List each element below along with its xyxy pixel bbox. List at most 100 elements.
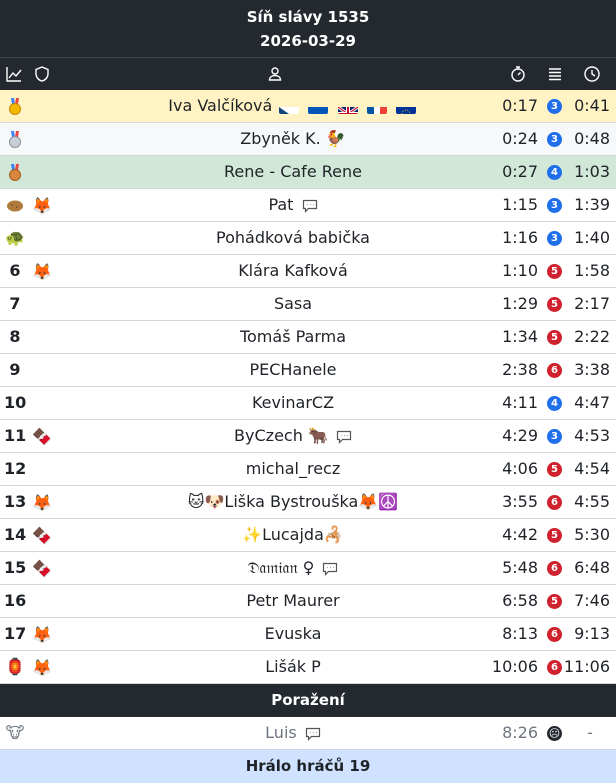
table-row[interactable]: 🏮 🦊 Lišák P 10:06 6 11:06 <box>0 651 616 684</box>
time-value: 1:16 <box>502 228 538 247</box>
chocolate-icon: 🍫 <box>32 526 52 545</box>
time-value: 4:11 <box>502 393 538 412</box>
player-name: ✨Lucajda🦂 <box>242 525 344 544</box>
total-time-value: 4:55 <box>574 492 610 511</box>
player-name: Petr Maurer <box>246 591 340 610</box>
total-time-value: 11:06 <box>563 657 610 676</box>
move-count-badge: 3 <box>547 231 562 246</box>
message-icon[interactable] <box>305 727 321 741</box>
table-row[interactable]: 🦊 Pat 1:15 3 1:39 <box>0 189 616 222</box>
move-count-badge: 3 <box>547 198 562 213</box>
list-icon[interactable] <box>546 65 564 83</box>
time-value: 4:42 <box>502 525 538 544</box>
player-name: ByCzech <box>234 426 303 445</box>
stopwatch-icon[interactable] <box>509 65 527 83</box>
table-row[interactable]: 13 🦊 🐱🐶Liška Bystrouška🦊☮️ 3:55 6 4:55 <box>0 486 616 519</box>
lantern-icon: 🏮 <box>5 657 25 676</box>
move-count-badge: 6 <box>547 660 562 675</box>
rank-number: 14 <box>4 525 27 544</box>
medal-bronze-icon <box>4 156 26 188</box>
time-value: 0:17 <box>502 96 538 115</box>
message-icon[interactable] <box>302 199 318 213</box>
ox-icon: 🐂 <box>307 426 328 445</box>
medal-gold-icon <box>4 90 26 122</box>
move-count-badge: 6 <box>547 363 562 378</box>
time-value: 8:13 <box>502 624 538 643</box>
table-row[interactable]: 9 PECHanele 2:38 6 3:38 <box>0 354 616 387</box>
player-name: Evuska <box>264 624 322 643</box>
rank-number: 10 <box>4 393 27 412</box>
player-name: Pat <box>268 195 294 214</box>
move-count-badge: 5 <box>547 330 562 345</box>
table-row[interactable]: 11 🍫 ByCzech 🐂 4:29 3 4:53 <box>0 420 616 453</box>
rank-number: 8 <box>9 327 21 346</box>
move-count-badge: 5 <box>547 594 562 609</box>
time-value: 1:34 <box>502 327 538 346</box>
time-value: 3:55 <box>502 492 538 511</box>
total-time-value: 4:53 <box>574 426 610 445</box>
fox-icon: 🦊 <box>32 262 52 281</box>
time-value: 10:06 <box>491 657 538 676</box>
player-name: Iva Valčíková <box>168 96 273 115</box>
total-time-value: 9:13 <box>574 624 610 643</box>
move-count-badge: 6 <box>547 495 562 510</box>
shield-icon[interactable] <box>33 65 51 83</box>
table-row[interactable]: Zbyněk K. 🐓 0:24 3 0:48 <box>0 123 616 156</box>
player-name: 𝔇𝔞𝔪𝔦𝔞𝔫 ♀ <box>247 558 315 577</box>
medal-silver-icon <box>4 123 26 155</box>
time-value: 2:38 <box>502 360 538 379</box>
potato-icon <box>4 189 26 221</box>
table-row[interactable]: 12 michal_recz 4:06 5 4:54 <box>0 453 616 486</box>
move-count-badge: 4 <box>547 165 562 180</box>
time-value: 1:15 <box>502 195 538 214</box>
table-row[interactable]: Rene - Cafe Rene 0:27 4 1:03 <box>0 156 616 189</box>
time-value: 4:06 <box>502 459 538 478</box>
players-count-footer: Hrálo hráčů 19 <box>0 750 616 783</box>
time-value: 4:29 <box>502 426 538 445</box>
clock-icon[interactable] <box>583 65 601 83</box>
table-row[interactable]: 6 🦊 Klára Kafková 1:10 5 1:58 <box>0 255 616 288</box>
table-row[interactable]: 17 🦊 Evuska 8:13 6 9:13 <box>0 618 616 651</box>
table-row[interactable]: 7 Sasa 1:29 5 2:17 <box>0 288 616 321</box>
move-count-badge: 6 <box>547 627 562 642</box>
total-time-value: 5:30 <box>574 525 610 544</box>
total-time-value: 3:38 <box>574 360 610 379</box>
player-name: Zbyněk K. <box>240 129 321 148</box>
table-row[interactable]: 16 Petr Maurer 6:58 5 7:46 <box>0 585 616 618</box>
flag-ukraine-icon <box>308 100 329 114</box>
player-name: KevinarCZ <box>251 393 335 412</box>
column-header <box>0 57 616 90</box>
sad-face-icon: ☹ <box>547 726 562 741</box>
table-row[interactable]: 14 🍫 ✨Lucajda🦂 4:42 5 5:30 <box>0 519 616 552</box>
total-time-value: 0:41 <box>574 96 610 115</box>
rank-number: 6 <box>9 261 21 280</box>
total-time-value: 2:17 <box>574 294 610 313</box>
turtle-icon: 🐢 <box>5 228 25 247</box>
chart-line-icon[interactable] <box>5 65 23 83</box>
move-count-badge: 4 <box>547 396 562 411</box>
time-value: 1:29 <box>502 294 538 313</box>
move-count-badge: 3 <box>547 99 562 114</box>
time-value: 8:26 <box>502 723 538 742</box>
table-row[interactable]: 8 Tomáš Parma 1:34 5 2:22 <box>0 321 616 354</box>
table-row[interactable]: 🐢 Pohádková babička 1:16 3 1:40 <box>0 222 616 255</box>
table-row[interactable]: Iva Valčíková 0:17 3 0:41 <box>0 90 616 123</box>
total-time-value: 4:54 <box>574 459 610 478</box>
message-icon[interactable] <box>322 562 338 576</box>
player-name: Luis <box>265 723 297 742</box>
table-row[interactable]: 15 🍫 𝔇𝔞𝔪𝔦𝔞𝔫 ♀ 5:48 6 6:48 <box>0 552 616 585</box>
rank-number: 9 <box>9 360 21 379</box>
move-count-badge: 3 <box>547 132 562 147</box>
table-row[interactable]: 10 KevinarCZ 4:11 4 4:47 <box>0 387 616 420</box>
message-icon[interactable] <box>336 430 352 444</box>
fox-icon: 🦊 <box>32 658 52 677</box>
table-row[interactable]: 🐮 Luis 8:26 ☹ - <box>0 717 616 750</box>
player-name: Pohádková babička <box>216 228 370 247</box>
rank-number: 13 <box>4 492 27 511</box>
time-value: 0:24 <box>502 129 538 148</box>
person-icon[interactable] <box>266 65 284 83</box>
page-date: 2026-03-29 <box>260 31 356 50</box>
player-name: michal_recz <box>245 459 341 478</box>
lost-section-header: Poražení <box>0 684 616 717</box>
fox-icon: 🦊 <box>32 625 52 644</box>
